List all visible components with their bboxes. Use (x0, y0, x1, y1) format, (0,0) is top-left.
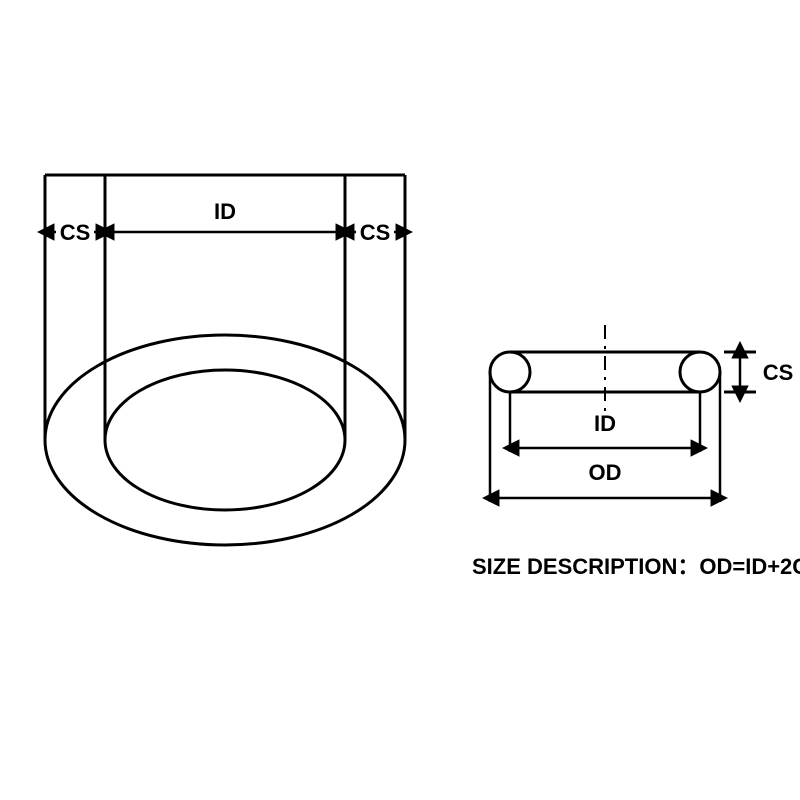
ring-outer-ellipse (45, 335, 405, 545)
oring-dimension-diagram: ID CS CS CS ID (0, 0, 800, 800)
size-formula: SIZE DESCRIPTION：OD=ID+2CS (472, 554, 800, 579)
cs-label-left: CS (60, 220, 91, 245)
ring-inner-ellipse (105, 370, 345, 510)
xsec-circle-left (490, 352, 530, 392)
od-xsec-label: OD (589, 460, 622, 485)
id-xsec-label: ID (594, 411, 616, 436)
cross-section-view: CS ID OD (490, 325, 793, 502)
cs-height-bracket (724, 352, 756, 392)
cs-label-right: CS (360, 220, 391, 245)
xsec-circle-right (680, 352, 720, 392)
id-label-left: ID (214, 199, 236, 224)
cs-height-label: CS (763, 360, 794, 385)
isometric-ring: ID CS CS (45, 175, 405, 545)
